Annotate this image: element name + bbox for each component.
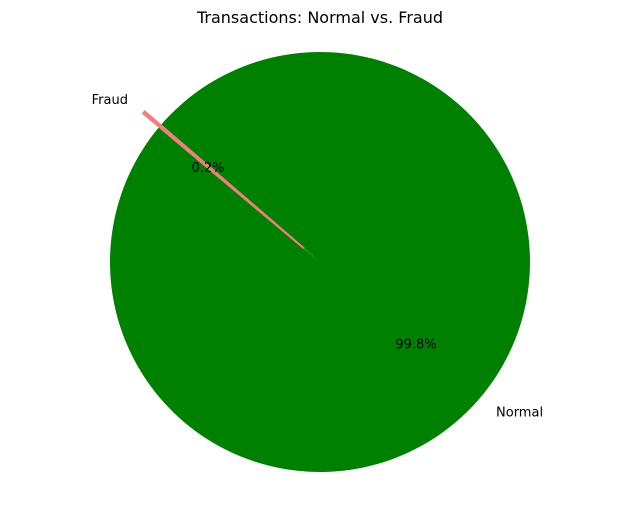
pie-slice-fraud	[141, 109, 305, 250]
chart-title: Transactions: Normal vs. Fraud	[196, 8, 443, 27]
slice-label-normal: Normal	[496, 406, 543, 421]
slice-label-fraud: Fraud	[92, 93, 128, 108]
pie-slices	[109, 52, 530, 473]
pie-slice-normal	[109, 52, 530, 473]
pie-labels: Normal 99.8% Fraud 0.2%	[92, 93, 543, 421]
slice-pct-normal: 99.8%	[395, 338, 436, 353]
slice-pct-fraud: 0.2%	[191, 161, 224, 176]
